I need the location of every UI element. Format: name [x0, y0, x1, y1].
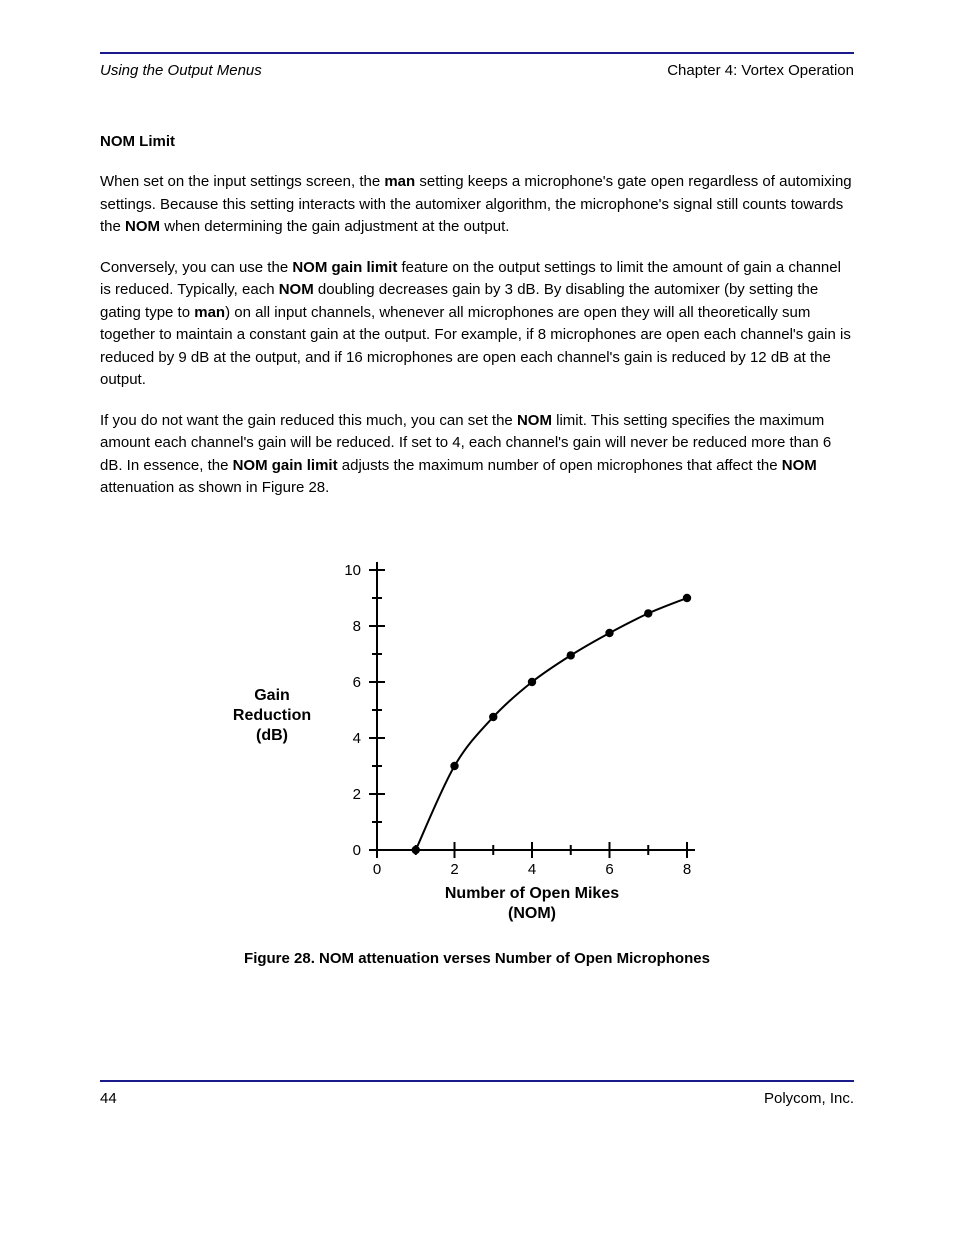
figure-chart: 0 2 4 6 8 0 2 4 6 8 10 Gain Reduction (dB) Number of O… — [100, 520, 854, 940]
svg-text:Reduction: Reduction — [233, 707, 311, 724]
svg-text:Gain: Gain — [254, 687, 290, 704]
svg-text:8: 8 — [683, 861, 691, 878]
header-section: Using the Output Menus — [100, 60, 262, 83]
paragraph-1: When set on the input settings screen, t… — [100, 171, 854, 239]
svg-text:0: 0 — [373, 861, 381, 878]
paragraph-3: If you do not want the gain reduced this… — [100, 410, 854, 500]
svg-text:6: 6 — [605, 861, 613, 878]
svg-text:2: 2 — [353, 786, 361, 803]
svg-text:10: 10 — [344, 562, 361, 579]
svg-text:4: 4 — [353, 730, 361, 747]
svg-text:4: 4 — [528, 861, 536, 878]
page-header: Using the Output Menus Chapter 4: Vortex… — [100, 60, 854, 83]
svg-text:(NOM): (NOM) — [508, 905, 556, 922]
svg-text:6: 6 — [353, 674, 361, 691]
nom-chart: 0 2 4 6 8 0 2 4 6 8 10 Gain Reduction (dB) Number of O… — [217, 520, 737, 940]
svg-text:0: 0 — [353, 842, 361, 859]
footer-company: Polycom, Inc. — [764, 1088, 854, 1111]
svg-text:Number of Open Mikes: Number of Open Mikes — [445, 885, 619, 902]
page-number: 44 — [100, 1088, 117, 1111]
page-footer: 44 Polycom, Inc. — [100, 1088, 854, 1111]
section-title: NOM Limit — [100, 131, 854, 154]
svg-text:(dB): (dB) — [256, 727, 288, 744]
paragraph-2: Conversely, you can use the NOM gain lim… — [100, 257, 854, 392]
svg-text:8: 8 — [353, 618, 361, 635]
header-chapter: Chapter 4: Vortex Operation — [667, 60, 854, 83]
figure-caption: Figure 28. NOM attenuation verses Number… — [100, 948, 854, 971]
svg-text:2: 2 — [450, 861, 458, 878]
